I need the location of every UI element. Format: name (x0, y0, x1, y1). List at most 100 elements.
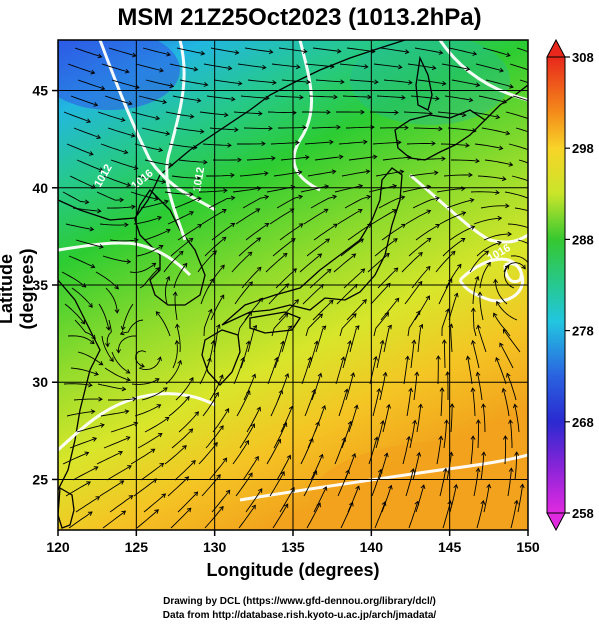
streamline (402, 436, 410, 465)
streamline (245, 223, 269, 241)
streamline (75, 239, 104, 248)
streamline (376, 340, 384, 369)
streamline-arrowhead (159, 67, 164, 73)
streamline-arrowhead (410, 468, 416, 473)
streamline-arrowhead (457, 263, 462, 269)
streamline (274, 95, 304, 98)
streamline-arrowhead (529, 117, 533, 121)
streamline-arrowhead (359, 238, 365, 243)
streamline-arrowhead (351, 452, 357, 458)
streamline (202, 143, 232, 146)
streamline-arrowhead (450, 250, 456, 256)
streamline (237, 311, 252, 337)
streamline (135, 63, 164, 72)
streamline-arrowhead (415, 310, 421, 316)
streamline (206, 95, 235, 100)
streamline (98, 303, 110, 331)
streamline-arrowhead (120, 117, 126, 122)
streamline-arrowhead (338, 154, 344, 160)
streamline (479, 292, 484, 321)
streamline-arrowhead (114, 309, 120, 314)
streamline (265, 253, 288, 273)
streamline (141, 387, 168, 401)
streamline (448, 293, 458, 321)
streamline-arrowhead (505, 130, 511, 136)
streamline (342, 95, 372, 98)
streamline-arrowhead (397, 140, 402, 145)
streamline (375, 420, 384, 449)
streamline-arrowhead (414, 371, 420, 376)
streamline-arrowhead (256, 266, 262, 272)
streamline-arrowhead (168, 162, 174, 168)
streamline-arrowhead (404, 125, 409, 131)
isobar-line (438, 40, 528, 102)
streamline-arrowhead (470, 225, 476, 230)
streamline (315, 325, 327, 353)
streamline-arrowhead (316, 502, 321, 508)
streamline-arrowhead (394, 297, 400, 303)
streamline (337, 469, 350, 497)
streamline (378, 453, 388, 481)
streamline-arrowhead (508, 467, 514, 473)
streamline-arrowhead (384, 312, 390, 317)
streamline (174, 292, 178, 321)
streamline (243, 374, 256, 401)
streamline (473, 217, 502, 225)
streamline (209, 374, 224, 401)
streamline (241, 267, 262, 289)
streamline (305, 313, 323, 337)
streamline-arrowhead (412, 419, 418, 425)
streamline (335, 356, 345, 385)
streamline-arrowhead (158, 147, 164, 153)
streamline-arrowhead (445, 308, 450, 314)
streamline-arrowhead (272, 80, 277, 86)
streamline (111, 79, 140, 89)
streamline-arrowhead (237, 80, 243, 86)
streamline-arrowhead (435, 96, 440, 101)
streamline (470, 191, 500, 194)
streamline-arrowhead (333, 223, 338, 228)
streamline (446, 199, 474, 209)
streamline (70, 367, 99, 376)
streamlines (61, 47, 533, 529)
streamline (502, 388, 510, 417)
streamline-arrowhead (468, 172, 473, 178)
streamline-arrowhead (230, 195, 236, 201)
streamline-arrowhead (140, 363, 145, 368)
streamline (313, 486, 327, 513)
streamline-arrowhead (169, 83, 175, 89)
streamline (103, 175, 131, 187)
streamline (416, 158, 446, 161)
streamline-arrowhead (212, 250, 217, 255)
streamline-arrowhead (227, 65, 233, 71)
streamline (306, 238, 330, 257)
streamline-arrowhead (447, 500, 453, 506)
streamline-arrowhead (360, 109, 365, 115)
streamline-arrowhead (439, 387, 445, 392)
streamline-arrowhead (476, 324, 481, 330)
streamline-arrowhead (465, 66, 471, 72)
streamline-arrowhead (91, 334, 96, 340)
isobar-line (239, 453, 528, 502)
streamline-arrowhead (471, 128, 477, 134)
streamline-arrowhead (193, 491, 199, 497)
streamline (172, 95, 201, 102)
streamline-arrowhead (219, 294, 225, 300)
streamline-arrowhead (474, 275, 480, 281)
streamline (118, 335, 137, 353)
streamline-arrowhead (503, 435, 508, 440)
streamline (73, 127, 101, 139)
chart-title: MSM 21Z25Oct2023 (1013.2hPa) (117, 4, 482, 31)
streamline (504, 435, 507, 465)
streamline-arrowhead (215, 324, 221, 329)
streamline (106, 206, 135, 209)
streamline (130, 191, 159, 200)
streamline (240, 95, 269, 99)
streamline (76, 424, 105, 433)
streamline-arrowhead (252, 325, 258, 330)
streamline (135, 350, 147, 368)
streamline-arrowhead (406, 435, 411, 441)
streamline-arrowhead (475, 82, 481, 88)
streamline (281, 325, 292, 353)
streamline (347, 223, 372, 241)
